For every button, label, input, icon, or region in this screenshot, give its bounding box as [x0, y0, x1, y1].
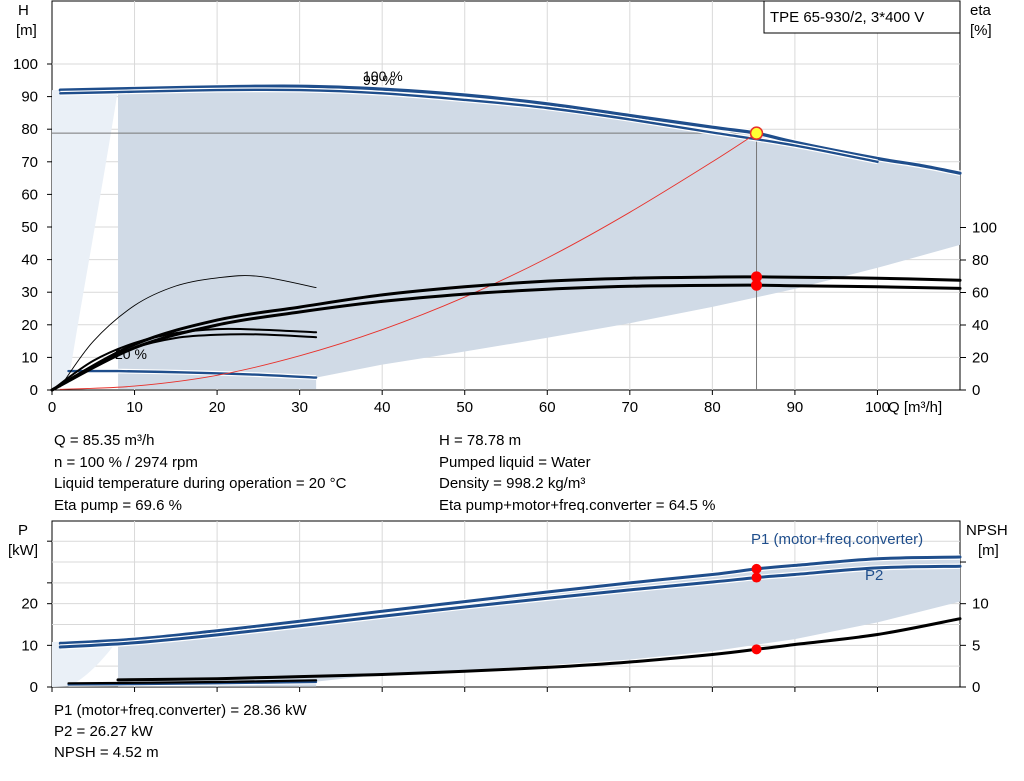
- y-left-tick-label: 40: [21, 252, 38, 269]
- y-left-tick-label: 100: [13, 56, 38, 73]
- efficiency-curve-eta-thin: [59, 275, 317, 388]
- p1-curve-label: P1 (motor+freq.converter): [751, 531, 923, 548]
- y-left-tick-label: 10: [21, 349, 38, 366]
- y-left-tick-label: 70: [21, 154, 38, 171]
- x-tick-label: 70: [621, 399, 638, 416]
- efficiency-curve-eta-20-combined: [51, 333, 318, 391]
- info-density: Density = 998.2 kg/m³: [439, 475, 586, 492]
- info-eta-pump: Eta pump = 69.6 %: [54, 496, 182, 514]
- y-left-tick-label: 30: [21, 284, 38, 301]
- y-right-axis-title: eta: [970, 2, 992, 19]
- y-left-tick-label: 20: [21, 317, 38, 334]
- npsh-tick-label: 0: [972, 679, 980, 696]
- system-curve-system-curve: [59, 132, 757, 390]
- pump-model-label: TPE 65-930/2, 3*400 V: [770, 9, 924, 26]
- info-speed: n = 100 % / 2974 rpm: [54, 453, 198, 471]
- x-tick-label: 0: [48, 399, 56, 416]
- power-curve-p1-motor-freq-converter-: [58, 555, 962, 645]
- y-right-tick-label: 40: [972, 317, 989, 334]
- info-temperature: Liquid temperature during operation = 20…: [54, 475, 347, 492]
- npsh-tick-label: 10: [972, 596, 989, 613]
- x-tick-label: 40: [374, 399, 391, 416]
- x-tick-label: 30: [291, 399, 308, 416]
- p-tick-label: 10: [21, 637, 38, 654]
- info-npsh: NPSH = 4.52 m: [54, 744, 159, 761]
- pump-model-box: [763, 0, 961, 34]
- operating-area: [118, 86, 960, 390]
- y-right-tick-label: 60: [972, 285, 989, 302]
- x-tick-label: 90: [787, 399, 804, 416]
- p-tick-label: 0: [30, 679, 38, 696]
- curve-label-20: 20 %: [115, 346, 147, 362]
- head-curve-20-: [67, 369, 318, 379]
- y-right-axis-unit: [%]: [970, 22, 992, 39]
- y-left-tick-label: 80: [21, 121, 38, 138]
- y-right-tick-label: 80: [972, 252, 989, 269]
- info-bottom: P1 (motor+freq.converter) = 28.36 kW P2 …: [54, 700, 307, 763]
- npsh-duty-marker: [751, 644, 762, 655]
- y-left-tick-label: 90: [21, 89, 38, 106]
- y-left-tick-label: 0: [30, 382, 38, 399]
- y-right-tick-label: 100: [972, 220, 997, 237]
- info-p1: P1 (motor+freq.converter) = 28.36 kW: [54, 702, 307, 719]
- info-eta-total: Eta pump+motor+freq.converter = 64.5 %: [439, 496, 716, 514]
- eta-duty-marker: [751, 279, 763, 291]
- x-tick-label: 50: [456, 399, 473, 416]
- power-duty-marker: [751, 572, 762, 583]
- info-p2: P2 = 26.27 kW: [54, 723, 153, 740]
- efficiency-curve-eta-pump: [50, 275, 962, 392]
- efficiency-curve-eta-20-: [51, 327, 318, 391]
- x-tick-label: 20: [209, 399, 226, 416]
- efficiency-curve-eta-pump-motor-freq-converter: [50, 283, 962, 392]
- p2-curve-label: P2: [865, 567, 883, 584]
- npsh-curve-npsh-20-: [67, 679, 318, 685]
- npsh-tick-label: 5: [972, 637, 980, 654]
- x-tick-label: 80: [704, 399, 721, 416]
- head-curve-100-: [58, 84, 962, 175]
- p-axis-unit: [kW]: [8, 542, 38, 559]
- x-tick-label: 10: [126, 399, 143, 416]
- npsh-curve-npsh: [116, 617, 962, 682]
- head-curve-99-: [59, 88, 879, 163]
- p-axis-title: P: [18, 522, 28, 539]
- power-min-flow-area: [52, 639, 119, 687]
- y-left-axis-unit: [m]: [16, 22, 37, 39]
- curve-label-99: 99 %: [363, 72, 395, 88]
- y-left-axis-title: H: [18, 2, 29, 19]
- power-operating-area: [118, 557, 960, 687]
- curve-label-100: 100 %: [363, 68, 403, 84]
- info-left: Q = 85.35 m³/h n = 100 % / 2974 rpm Liqu…: [54, 430, 346, 516]
- npsh-axis-unit: [m]: [978, 542, 999, 559]
- info-right: H = 78.78 m Pumped liquid = Water Densit…: [439, 430, 715, 516]
- p-tick-label: 20: [21, 596, 38, 613]
- info-flow: Q = 85.35 m³/h: [54, 432, 155, 449]
- power-curve-p2: [58, 564, 962, 649]
- x-tick-label: 100: [865, 399, 890, 416]
- y-right-tick-label: 20: [972, 350, 989, 367]
- min-flow-area: [52, 89, 119, 391]
- y-right-tick-label: 0: [972, 382, 980, 399]
- info-liquid: Pumped liquid = Water: [439, 453, 591, 471]
- duty-point-marker: [749, 126, 764, 140]
- power-duty-marker: [751, 563, 762, 574]
- y-left-tick-label: 50: [21, 219, 38, 236]
- x-tick-label: 60: [539, 399, 556, 416]
- y-left-tick-label: 60: [21, 186, 38, 203]
- npsh-axis-title: NPSH: [966, 522, 1008, 539]
- power-curve-p1-20-: [67, 680, 318, 686]
- x-axis-label: Q [m³/h]: [888, 399, 942, 416]
- info-head: H = 78.78 m: [439, 432, 522, 449]
